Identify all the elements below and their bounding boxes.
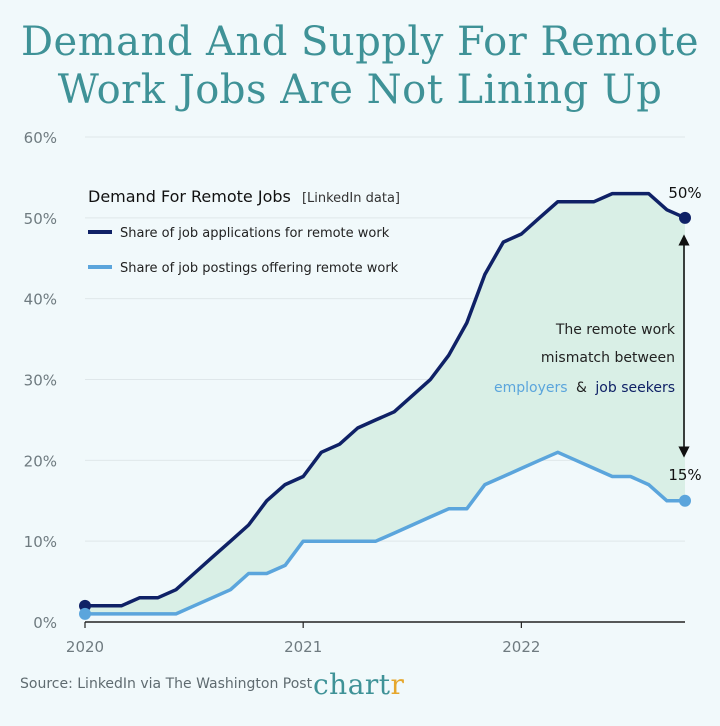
y-tick-label: 30%	[24, 372, 57, 390]
legend: Demand For Remote Jobs [LinkedIn data] S…	[88, 187, 400, 276]
annotation-line-2: mismatch between	[541, 350, 675, 366]
annotation-amp: &	[576, 380, 587, 396]
brand-accent: r	[390, 668, 405, 701]
endpoint-markers	[79, 211, 691, 620]
start-marker-postings	[79, 607, 91, 620]
chart-title: Demand And Supply For Remote Work Jobs A…	[0, 18, 720, 114]
end-label-applications: 50%	[668, 184, 701, 202]
y-tick-label: 10%	[24, 533, 57, 551]
legend-title: Demand For Remote Jobs [LinkedIn data]	[88, 187, 400, 206]
chart-title-line-2: Work Jobs Are Not Lining Up	[57, 67, 663, 113]
y-tick-label: 40%	[24, 291, 57, 309]
y-tick-label: 50%	[24, 210, 57, 228]
end-marker-postings	[679, 494, 691, 507]
end-marker-applications	[679, 211, 691, 224]
legend-title-sub: [LinkedIn data]	[302, 191, 400, 206]
x-tick-label: 2020	[66, 638, 104, 656]
axes: 0% 10% 20% 30% 40% 50% 60% 2020 2021 2022	[24, 129, 685, 656]
gap-area	[85, 193, 685, 614]
brand-main: chart	[313, 668, 391, 701]
source-note: Source: LinkedIn via The Washington Post	[20, 676, 313, 692]
mismatch-annotation: The remote work mismatch between employe…	[494, 234, 690, 458]
legend-label-postings: Share of job postings offering remote wo…	[120, 261, 399, 276]
brand-logo: chartr	[313, 668, 404, 701]
series-line-postings	[83, 450, 687, 616]
end-label-postings: 15%	[668, 466, 701, 484]
chart-title-line-1: Demand And Supply For Remote	[20, 19, 700, 65]
gap-fill-area	[85, 193, 685, 614]
annotation-line-1: The remote work	[555, 322, 676, 338]
x-tick-label: 2022	[502, 638, 540, 656]
series-lines	[83, 191, 687, 616]
legend-title-main: Demand For Remote Jobs	[88, 187, 291, 206]
series-line-applications	[83, 191, 687, 608]
y-tick-label: 20%	[24, 452, 57, 470]
y-tick-label: 0%	[33, 614, 57, 632]
legend-label-applications: Share of job applications for remote wor…	[120, 226, 390, 241]
annotation-line-3: employers & job seekers	[494, 380, 675, 396]
x-tick-label: 2021	[284, 638, 322, 656]
annotation-employers: employers	[494, 380, 568, 396]
annotation-job-seekers: job seekers	[594, 380, 675, 396]
y-tick-label: 60%	[24, 129, 57, 147]
